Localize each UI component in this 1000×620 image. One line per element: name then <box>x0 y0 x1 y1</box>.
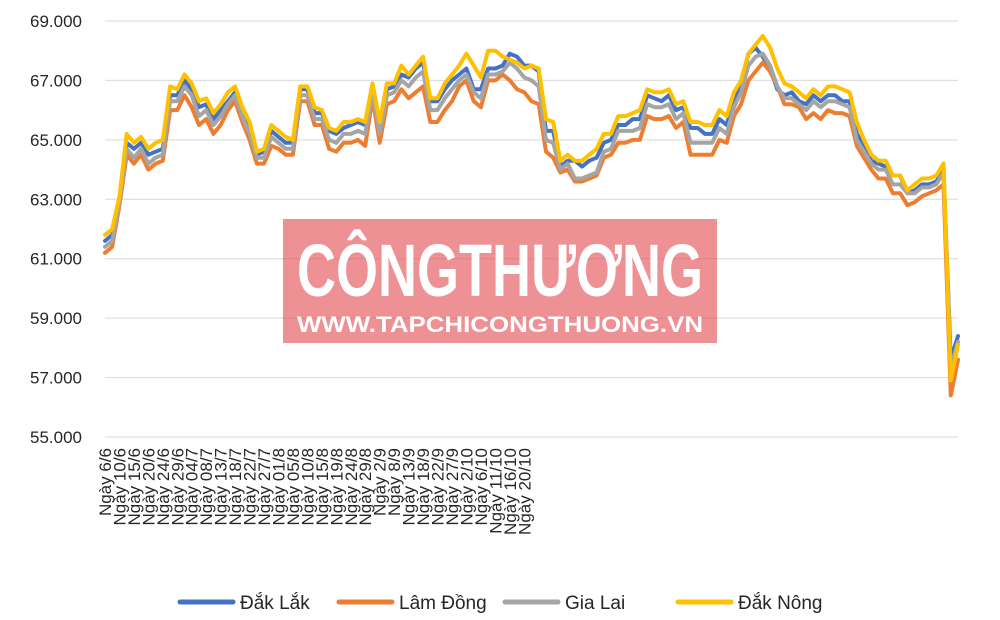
legend-label: Gia Lai <box>565 593 625 614</box>
x-tick-label: Ngày 20/6 <box>139 448 158 526</box>
x-tick-label: Ngày 15/8 <box>313 448 332 526</box>
x-tick-label: Ngày 13/9 <box>400 448 419 526</box>
x-tick-label: Ngày 24/8 <box>342 448 361 526</box>
x-tick-label: Ngày 27/7 <box>255 448 274 526</box>
x-tick-label: Ngày 2/10 <box>457 448 476 526</box>
x-tick-label: Ngày 15/6 <box>125 448 144 526</box>
x-tick-label: Ngày 8/9 <box>385 448 404 516</box>
series-line-3 <box>103 51 960 371</box>
x-tick-label: Ngày 6/6 <box>96 448 115 516</box>
legend-label: Đắk Lắk <box>240 592 310 614</box>
x-tick-label: Ngày 01/8 <box>269 448 288 526</box>
legend-label: Đắk Nông <box>738 592 823 614</box>
legend-label: Lâm Đồng <box>399 593 487 614</box>
y-tick-label: 55.000 <box>30 428 82 447</box>
x-tick-label: Ngày 10/6 <box>110 448 129 526</box>
legend: Đắk Lắk Lâm Đồng Gia Lai Đắk Nông <box>177 592 823 614</box>
x-tick-label: Ngày 22/7 <box>241 448 260 526</box>
series-line-2 <box>103 60 960 398</box>
series-line-4 <box>103 33 960 383</box>
watermark-url: WWW.TAPCHICONGTHUONG.VN <box>297 312 703 337</box>
y-tick-label: 65.000 <box>30 131 82 150</box>
x-tick-label: Ngày 08/7 <box>197 448 216 526</box>
y-tick-label: 63.000 <box>30 190 82 209</box>
x-tick-label: Ngày 20/10 <box>515 448 534 535</box>
x-tick-label: Ngày 29/8 <box>356 448 375 526</box>
x-tick-label: Ngày 29/6 <box>168 448 187 526</box>
x-tick-label: Ngày 04/7 <box>183 448 202 526</box>
y-axis-tick-labels: 55.000 57.000 59.000 61.000 63.000 65.000 67.0… <box>30 12 82 447</box>
y-tick-label: 57.000 <box>30 369 82 388</box>
x-tick-label: Ngày 22/9 <box>429 448 448 526</box>
x-tick-label: Ngày 18/7 <box>226 448 245 526</box>
y-tick-label: 61.000 <box>30 250 82 269</box>
x-tick-label: Ngày 11/10 <box>486 448 505 534</box>
x-tick-label: Ngày 19/8 <box>327 448 346 526</box>
x-tick-label: Ngày 13/7 <box>212 448 231 526</box>
y-tick-label: 59.000 <box>30 309 82 328</box>
x-tick-label: Ngày 2/9 <box>371 448 390 516</box>
watermark-brand: CÔNGTHƯƠNG <box>297 229 703 312</box>
x-tick-label: Ngày 18/9 <box>414 448 433 526</box>
series-lines <box>103 33 960 398</box>
x-tick-label: Ngày 05/8 <box>284 448 303 526</box>
watermark-background <box>283 219 717 343</box>
x-tick-label: Ngày 27/9 <box>443 448 462 526</box>
watermark: CÔNGTHƯƠNG WWW.TAPCHICONGTHUONG.VN <box>283 219 717 343</box>
y-tick-label: 69.000 <box>30 12 82 31</box>
y-tick-label: 67.000 <box>30 71 82 90</box>
x-tick-label: Ngày 10/8 <box>298 448 317 526</box>
x-tick-label: Ngày 16/10 <box>501 448 520 535</box>
x-tick-label: Ngày 6/10 <box>472 448 491 526</box>
x-tick-label: Ngày 24/6 <box>154 448 173 526</box>
